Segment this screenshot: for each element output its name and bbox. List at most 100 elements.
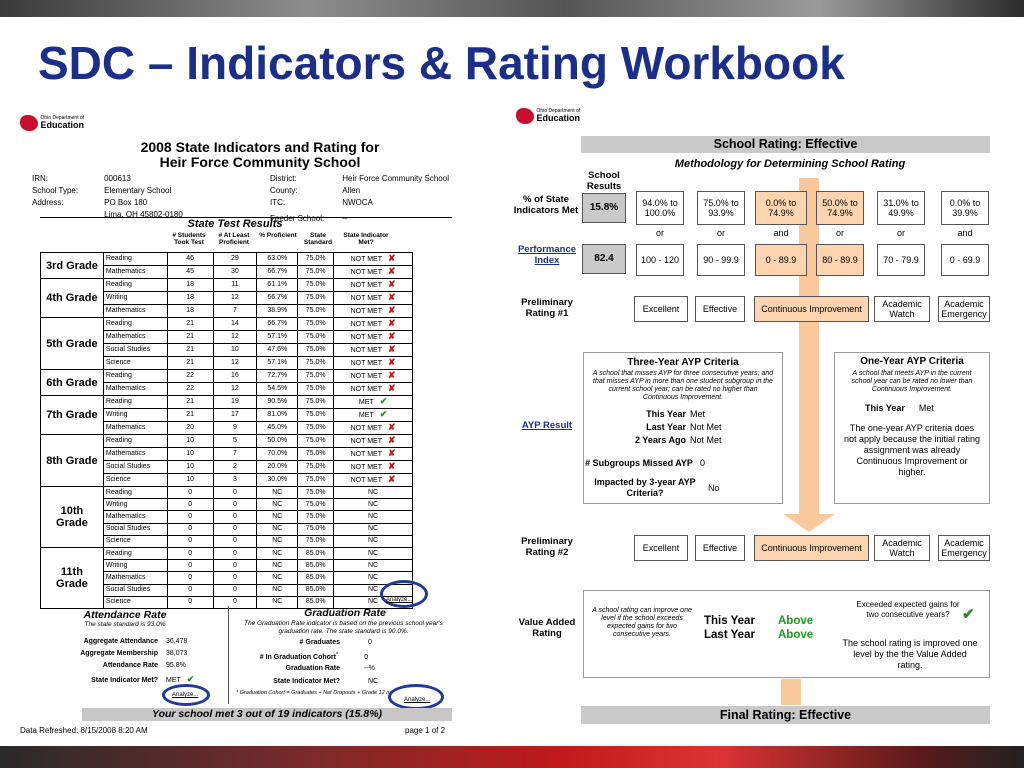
at-least-proficient: 11: [212, 278, 258, 292]
rating-box: Continuous Improvement: [754, 296, 869, 322]
indicator-met: NOT MET ✘: [333, 447, 413, 461]
at-least-proficient: 0: [212, 559, 258, 573]
ayp-result-label[interactable]: AYP Result: [521, 420, 573, 431]
test-results-title: State Test Results: [187, 218, 283, 230]
percent-proficient: 63.0%: [256, 252, 299, 266]
x-mark-icon: ✘: [387, 331, 396, 341]
at-least-proficient: 12: [212, 356, 258, 370]
percent-proficient: 66.7%: [256, 265, 299, 279]
percent-proficient: 54.5%: [256, 382, 299, 396]
check-icon: ✔: [379, 409, 388, 419]
state-standard: 75.0%: [297, 317, 335, 331]
indicator-met: NOT MET ✘: [333, 304, 413, 318]
state-standard: 75.0%: [297, 382, 335, 396]
connector-label: or: [716, 228, 725, 238]
grade-label: 8th Grade: [40, 434, 104, 487]
pi-range-box: 100 - 120: [636, 244, 684, 276]
state-standard: 75.0%: [297, 498, 335, 512]
at-least-proficient: 29: [212, 252, 258, 266]
data-refreshed: Data Refreshed: 8/15/2008 8:20 AM: [20, 726, 148, 735]
at-least-proficient: 2: [212, 460, 258, 474]
percent-proficient: NC: [256, 559, 299, 573]
grade-label: 7th Grade: [40, 395, 104, 435]
students-tested: 0: [166, 522, 214, 536]
indicator-met: NC: [333, 510, 413, 524]
preliminary-rating-2-label: Preliminary Rating #2: [521, 536, 573, 558]
subject: Reading: [102, 369, 168, 383]
pi-range-box: 0 - 69.9: [941, 244, 989, 276]
test-result-row: 4th Grade Reading 18 11 61.1% 75.0% NOT MET ✘: [40, 278, 413, 318]
test-result-row: Science 21 12 57.1% 75.0% NOT MET ✘: [41, 356, 413, 370]
students-tested: 10: [166, 460, 214, 474]
analyze-link-tests[interactable]: Analyze...: [386, 597, 413, 603]
grade-label: 5th Grade: [40, 317, 104, 370]
at-least-proficient: 0: [212, 498, 258, 512]
students-tested: 0: [166, 546, 214, 561]
state-standard: 75.0%: [297, 434, 335, 448]
indicator-met: NOT MET ✘: [333, 291, 413, 305]
state-standard: 85.0%: [297, 571, 335, 585]
percent-proficient: 50.0%: [256, 434, 299, 448]
attendance-note: The state standard is 93.0%: [84, 621, 166, 628]
x-mark-icon: ✘: [387, 383, 396, 393]
subject: Reading: [102, 317, 168, 331]
analyze-link-graduation[interactable]: Analyze...: [404, 697, 431, 703]
test-result-row: 3rd Grade Reading 46 29 63.0% 75.0% NOT MET ✘: [40, 252, 413, 279]
x-mark-icon: ✘: [387, 435, 396, 445]
subject: Science: [102, 356, 168, 370]
attendance-title: Attendance Rate: [83, 609, 167, 621]
analyze-link-attendance[interactable]: Analyze...: [172, 692, 199, 698]
rating-box: Excellent: [634, 296, 688, 322]
subject: Mathematics: [102, 447, 168, 461]
pct-range-box: 94.0% to 100.0%: [636, 191, 684, 225]
at-least-proficient: 0: [212, 583, 258, 597]
indicator-met: NOT MET ✘: [333, 252, 413, 266]
students-tested: 21: [166, 330, 214, 344]
pi-range-box: 0 - 89.9: [755, 244, 807, 276]
subject: Reading: [102, 434, 168, 448]
x-mark-icon: ✘: [387, 292, 396, 302]
subject: Science: [102, 595, 168, 609]
graduation-title: Graduation Rate: [304, 607, 386, 619]
school-info: IRN: 000613 School Type: Elementary School…: [32, 174, 183, 219]
at-least-proficient: 12: [212, 330, 258, 344]
check-icon: ✔: [379, 396, 388, 406]
percent-proficient: 47.6%: [256, 343, 299, 357]
test-result-row: 6th Grade Reading 22 16 72.7% 75.0% NOT MET ✘: [40, 369, 413, 396]
district-info: District: Heir Force Community School Cou…: [270, 174, 449, 223]
test-result-row: Science 10 3 30.0% 75.0% NOT MET ✘: [41, 473, 413, 487]
indicator-met: NOT MET ✘: [333, 356, 413, 370]
state-test-results-table: 3rd Grade Reading 46 29 63.0% 75.0% NOT MET ✘ Ma…: [40, 252, 413, 609]
students-tested: 22: [166, 369, 214, 383]
percent-proficient: 57.1%: [256, 330, 299, 344]
students-tested: 0: [166, 571, 214, 585]
at-least-proficient: 7: [212, 447, 258, 461]
bottom-decorative-band: [0, 746, 1024, 768]
students-tested: 22: [166, 382, 214, 396]
students-tested: 21: [166, 317, 214, 331]
percent-proficient: NC: [256, 546, 299, 561]
x-mark-icon: ✘: [387, 448, 396, 458]
indicator-met: NOT MET ✘: [333, 382, 413, 396]
pi-range-box: 90 - 99.9: [697, 244, 745, 276]
performance-index-label[interactable]: Performance Index: [517, 244, 577, 266]
connector-label: and: [773, 228, 789, 238]
students-tested: 10: [166, 473, 214, 487]
percent-proficient: 30.0%: [256, 473, 299, 487]
at-least-proficient: 12: [212, 382, 258, 396]
percent-proficient: NC: [256, 534, 299, 548]
indicator-met: NOT MET ✘: [333, 434, 413, 448]
subject: Social Studies: [102, 522, 168, 536]
slide-title: SDC – Indicators & Rating Workbook: [38, 37, 845, 89]
at-least-proficient: 19: [212, 395, 258, 409]
subject: Mathematics: [102, 304, 168, 318]
at-least-proficient: 16: [212, 369, 258, 383]
attendance-block: Aggregate Attendance 36,478 Aggregate Mem…: [80, 638, 195, 684]
state-standard: 75.0%: [297, 356, 335, 370]
subject: Mathematics: [102, 265, 168, 279]
test-result-row: Mathematics 10 7 70.0% 75.0% NOT MET ✘: [41, 447, 413, 461]
at-least-proficient: 5: [212, 434, 258, 448]
at-least-proficient: 10: [212, 343, 258, 357]
at-least-proficient: 0: [212, 534, 258, 548]
state-standard: 75.0%: [297, 252, 335, 266]
